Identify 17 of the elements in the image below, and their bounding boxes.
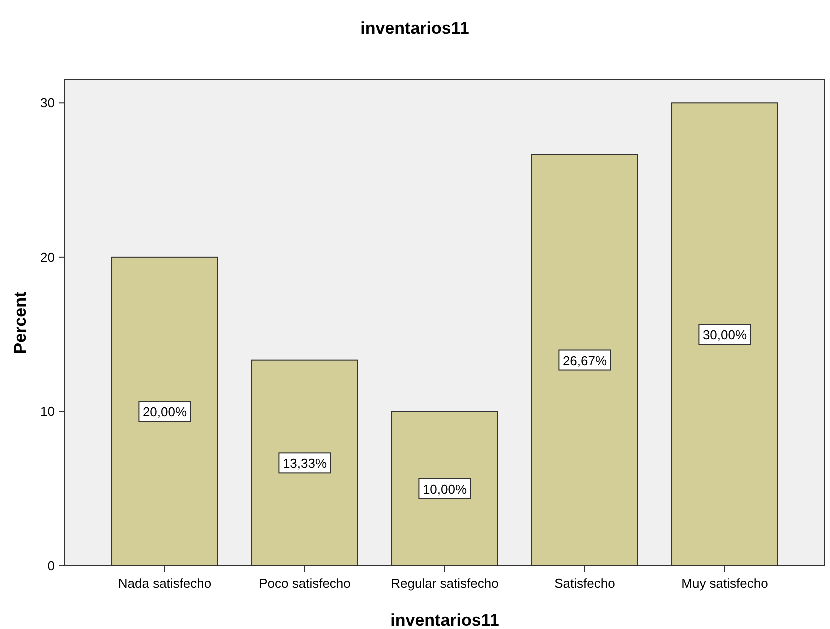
data-label: 10,00%	[422, 482, 468, 497]
y-tick-label: 30	[40, 96, 55, 111]
x-axis-title: inventarios11	[390, 611, 500, 629]
y-tick-label: 0	[48, 558, 55, 574]
x-tick-label: Muy satisfecho	[682, 576, 768, 591]
y-tick-label: 10	[40, 404, 55, 420]
x-tick-label: Regular satisfecho	[391, 576, 499, 591]
x-tick-label: Nada satisfecho	[118, 576, 212, 591]
y-tick-label: 20	[40, 250, 55, 265]
x-tick-label: Satisfecho	[554, 576, 616, 591]
x-tick-label: Poco satisfecho	[259, 576, 351, 591]
data-label: 20,00%	[142, 404, 188, 420]
data-label: 30,00%	[702, 328, 748, 343]
data-label: 13,33%	[282, 456, 328, 472]
chart-title: inventarios11	[360, 19, 470, 38]
y-axis-title: Percent	[11, 291, 30, 354]
data-label: 26,67%	[562, 353, 608, 368]
